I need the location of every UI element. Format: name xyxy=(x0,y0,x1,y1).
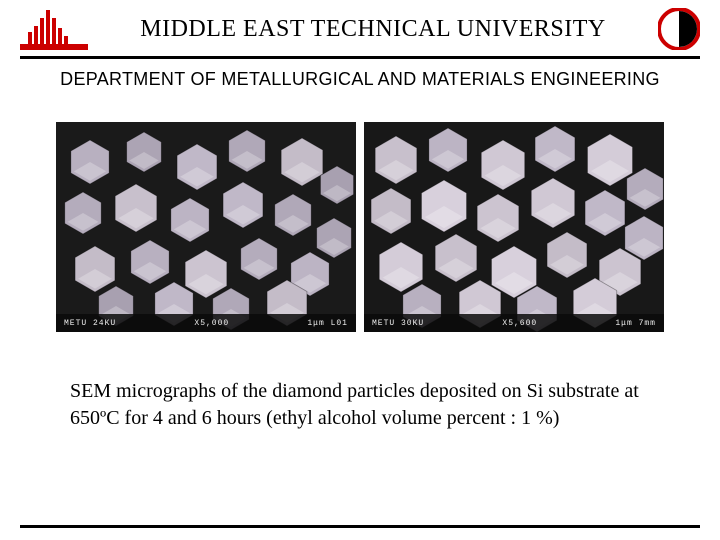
sem-left-footer: METU 24KU X5,000 1μm L01 xyxy=(56,314,356,332)
footer-divider xyxy=(20,525,700,528)
university-title: MIDDLE EAST TECHNICAL UNIVERSITY xyxy=(100,16,646,43)
header: MIDDLE EAST TECHNICAL UNIVERSITY xyxy=(0,0,720,56)
sem-right-label-3: 1μm 7mm xyxy=(615,319,656,328)
figure-caption: SEM micrographs of the diamond particles… xyxy=(0,342,720,452)
department-subtitle: DEPARTMENT OF METALLURGICAL AND MATERIAL… xyxy=(0,59,720,94)
sem-micrograph-right: METU 30KU X5,600 1μm 7mm xyxy=(364,122,664,332)
sem-left-label-1: METU 24KU xyxy=(64,319,116,328)
sem-left-label-3: 1μm L01 xyxy=(307,319,348,328)
sem-images-row: METU 24KU X5,000 1μm L01 METU 30KU X5,60… xyxy=(0,94,720,342)
sem-micrograph-left: METU 24KU X5,000 1μm L01 xyxy=(56,122,356,332)
sem-right-label-1: METU 30KU xyxy=(372,319,424,328)
metu-circle-logo xyxy=(658,8,700,50)
metu-skyline-logo xyxy=(20,8,88,50)
sem-right-label-2: X5,600 xyxy=(502,319,537,328)
sem-left-label-2: X5,000 xyxy=(194,319,229,328)
sem-right-footer: METU 30KU X5,600 1μm 7mm xyxy=(364,314,664,332)
